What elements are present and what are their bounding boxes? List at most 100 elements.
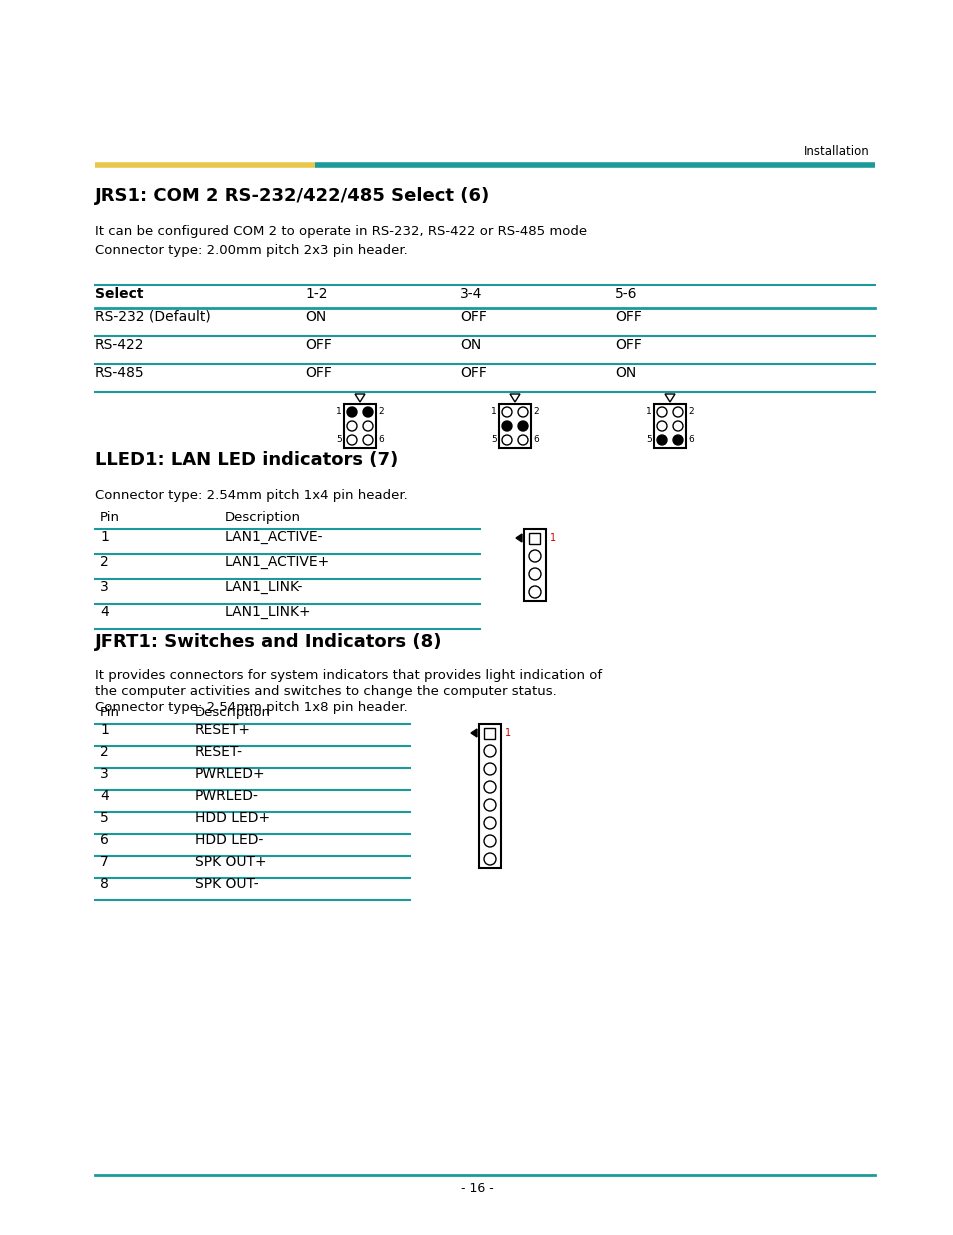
Text: OFF: OFF bbox=[459, 310, 486, 324]
Text: RS-232 (Default): RS-232 (Default) bbox=[95, 310, 211, 324]
Text: 1: 1 bbox=[100, 722, 109, 737]
Text: 4: 4 bbox=[100, 605, 109, 619]
Text: PWRLED+: PWRLED+ bbox=[194, 767, 265, 781]
Text: Connector type: 2.54mm pitch 1x8 pin header.: Connector type: 2.54mm pitch 1x8 pin hea… bbox=[95, 701, 407, 714]
Polygon shape bbox=[510, 394, 519, 403]
Text: - 16 -: - 16 - bbox=[460, 1182, 493, 1195]
Text: LAN1_LINK+: LAN1_LINK+ bbox=[225, 605, 312, 619]
Circle shape bbox=[672, 421, 682, 431]
Circle shape bbox=[483, 745, 496, 757]
Bar bbox=[529, 532, 540, 543]
Text: 2: 2 bbox=[100, 745, 109, 760]
Text: RESET-: RESET- bbox=[194, 745, 243, 760]
Bar bbox=[344, 404, 375, 448]
Text: 3: 3 bbox=[100, 580, 109, 594]
Circle shape bbox=[483, 818, 496, 829]
Text: 6: 6 bbox=[100, 832, 109, 847]
Text: 7: 7 bbox=[100, 855, 109, 869]
Text: It can be configured COM 2 to operate in RS-232, RS-422 or RS-485 mode
Connector: It can be configured COM 2 to operate in… bbox=[95, 225, 586, 257]
Text: Connector type: 2.54mm pitch 1x4 pin header.: Connector type: 2.54mm pitch 1x4 pin hea… bbox=[95, 489, 407, 501]
Text: 1: 1 bbox=[100, 530, 109, 543]
Circle shape bbox=[672, 435, 682, 445]
Text: SPK OUT-: SPK OUT- bbox=[194, 877, 258, 890]
Text: ON: ON bbox=[615, 366, 636, 380]
Circle shape bbox=[529, 585, 540, 598]
Text: OFF: OFF bbox=[305, 338, 332, 352]
Circle shape bbox=[483, 763, 496, 776]
Text: 2: 2 bbox=[687, 408, 693, 416]
Circle shape bbox=[672, 408, 682, 417]
Text: HDD LED-: HDD LED- bbox=[194, 832, 263, 847]
Bar bbox=[654, 404, 685, 448]
Circle shape bbox=[347, 408, 356, 417]
Text: It provides connectors for system indicators that provides light indication of: It provides connectors for system indica… bbox=[95, 669, 601, 682]
Text: Description: Description bbox=[194, 706, 271, 719]
Circle shape bbox=[347, 435, 356, 445]
Bar bbox=[523, 529, 545, 601]
Text: 5: 5 bbox=[100, 811, 109, 825]
Text: Pin: Pin bbox=[100, 511, 120, 524]
Text: 2: 2 bbox=[100, 555, 109, 569]
Text: 5: 5 bbox=[491, 436, 497, 445]
Text: 4: 4 bbox=[100, 789, 109, 803]
Circle shape bbox=[501, 421, 512, 431]
Bar bbox=[484, 727, 495, 739]
Text: LAN1_ACTIVE-: LAN1_ACTIVE- bbox=[225, 530, 323, 543]
Bar bbox=[498, 404, 531, 448]
Text: RESET+: RESET+ bbox=[194, 722, 251, 737]
Text: 3: 3 bbox=[100, 767, 109, 781]
Circle shape bbox=[501, 408, 512, 417]
Text: OFF: OFF bbox=[615, 310, 641, 324]
Text: OFF: OFF bbox=[305, 366, 332, 380]
Text: 1: 1 bbox=[550, 534, 556, 543]
Text: 1-2: 1-2 bbox=[305, 287, 327, 301]
Text: RS-485: RS-485 bbox=[95, 366, 145, 380]
Text: LAN1_ACTIVE+: LAN1_ACTIVE+ bbox=[225, 555, 330, 569]
Text: OFF: OFF bbox=[615, 338, 641, 352]
Circle shape bbox=[517, 408, 527, 417]
Circle shape bbox=[501, 435, 512, 445]
Text: 6: 6 bbox=[533, 436, 538, 445]
Circle shape bbox=[483, 781, 496, 793]
Text: 5-6: 5-6 bbox=[615, 287, 637, 301]
Circle shape bbox=[657, 408, 666, 417]
Text: SPK OUT+: SPK OUT+ bbox=[194, 855, 266, 869]
Polygon shape bbox=[664, 394, 675, 403]
Text: 2: 2 bbox=[533, 408, 538, 416]
Text: RS-422: RS-422 bbox=[95, 338, 144, 352]
Circle shape bbox=[483, 853, 496, 864]
Text: LAN1_LINK-: LAN1_LINK- bbox=[225, 580, 303, 594]
Text: Select: Select bbox=[95, 287, 143, 301]
Text: 3-4: 3-4 bbox=[459, 287, 482, 301]
Text: 6: 6 bbox=[377, 436, 383, 445]
Polygon shape bbox=[471, 729, 476, 737]
Text: 2: 2 bbox=[377, 408, 383, 416]
Text: 1: 1 bbox=[491, 408, 497, 416]
Text: 1: 1 bbox=[645, 408, 651, 416]
Text: PWRLED-: PWRLED- bbox=[194, 789, 258, 803]
Text: 1: 1 bbox=[504, 727, 511, 739]
Text: Description: Description bbox=[225, 511, 301, 524]
Circle shape bbox=[363, 435, 373, 445]
Text: 5: 5 bbox=[645, 436, 651, 445]
Text: JRS1: COM 2 RS-232/422/485 Select (6): JRS1: COM 2 RS-232/422/485 Select (6) bbox=[95, 186, 490, 205]
Polygon shape bbox=[355, 394, 365, 403]
Circle shape bbox=[363, 408, 373, 417]
Circle shape bbox=[483, 799, 496, 811]
Text: 5: 5 bbox=[335, 436, 341, 445]
Text: 6: 6 bbox=[687, 436, 693, 445]
Text: the computer activities and switches to change the computer status.: the computer activities and switches to … bbox=[95, 685, 557, 698]
Circle shape bbox=[483, 835, 496, 847]
Polygon shape bbox=[516, 534, 521, 542]
Circle shape bbox=[363, 421, 373, 431]
Bar bbox=[478, 724, 500, 868]
Text: 8: 8 bbox=[100, 877, 109, 890]
Text: ON: ON bbox=[305, 310, 326, 324]
Circle shape bbox=[347, 421, 356, 431]
Text: HDD LED+: HDD LED+ bbox=[194, 811, 270, 825]
Text: Installation: Installation bbox=[803, 144, 869, 158]
Circle shape bbox=[529, 568, 540, 580]
Circle shape bbox=[657, 421, 666, 431]
Text: LLED1: LAN LED indicators (7): LLED1: LAN LED indicators (7) bbox=[95, 451, 397, 469]
Text: ON: ON bbox=[459, 338, 480, 352]
